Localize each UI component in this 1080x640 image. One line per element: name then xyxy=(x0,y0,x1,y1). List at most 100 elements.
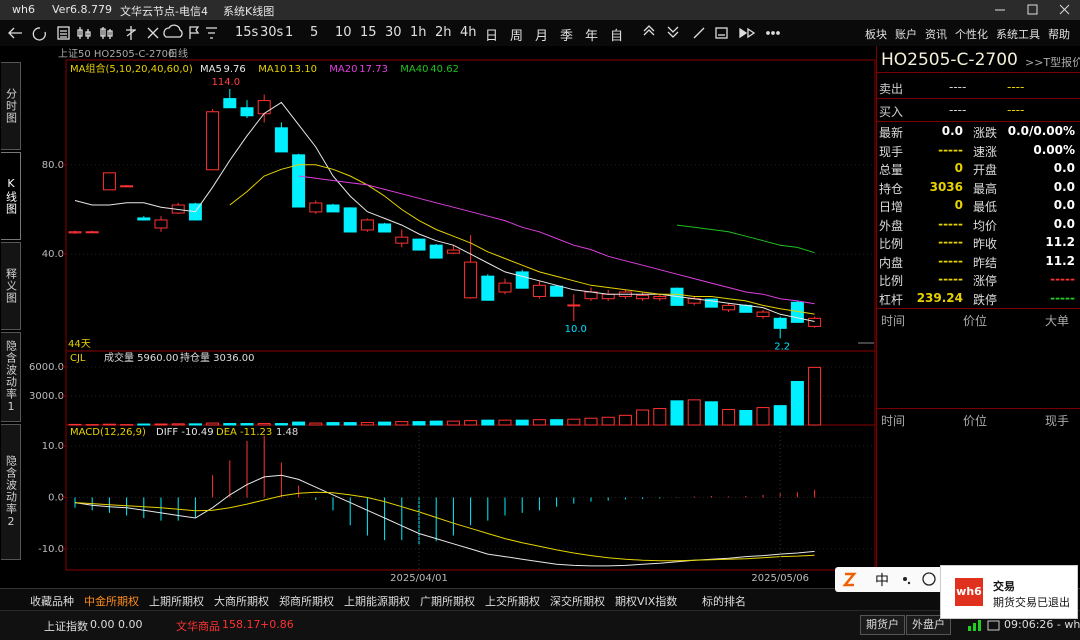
candle-body xyxy=(309,202,323,213)
period-button[interactable]: 4h xyxy=(460,25,477,40)
period-button[interactable]: 15s xyxy=(235,25,259,40)
period-button[interactable]: 季 xyxy=(560,29,574,44)
index-change: 0.00 xyxy=(118,618,143,631)
quote-label: 开盘 xyxy=(973,163,998,177)
period-button[interactable]: 30s xyxy=(260,25,284,40)
divider xyxy=(877,308,1080,309)
side-tab[interactable]: 分时图 xyxy=(1,62,21,150)
window-controls[interactable] xyxy=(980,0,1080,20)
clock: 09:06:26 - wh xyxy=(1004,618,1080,631)
exchange-tab[interactable]: 标的排名 xyxy=(702,595,746,608)
ma-legend-value: 9.76 xyxy=(224,64,246,75)
period-button[interactable]: 月 xyxy=(535,29,549,44)
volume-bar xyxy=(137,423,151,426)
ma-legend-value: 40.62 xyxy=(430,64,459,75)
period-button[interactable]: 15 xyxy=(360,25,377,40)
quote-panel: HO2505-C-2700 >>T型报价 卖出 ---- ---- 买入 ---… xyxy=(876,46,1080,588)
side-tab[interactable]: K线图 xyxy=(1,152,21,240)
side-tab[interactable]: 隐含波动率2 xyxy=(1,424,21,560)
candle-body xyxy=(395,236,409,244)
quote-value: 0.0/0.00% xyxy=(1007,124,1075,138)
volume-bar xyxy=(154,423,168,426)
volume-bar xyxy=(515,419,529,426)
exchange-tab[interactable]: 收藏品种 xyxy=(30,595,74,608)
volume-bar xyxy=(567,418,581,426)
volume-bar xyxy=(687,399,701,426)
volume-bar xyxy=(550,419,564,426)
ma-legend-value: 13.10 xyxy=(288,64,317,75)
menu-item[interactable]: 系统工具 xyxy=(996,28,1040,41)
ime-icons xyxy=(842,572,936,587)
quote-label: 内盘 xyxy=(879,255,904,270)
exchange-tab[interactable]: 中金所期权 xyxy=(84,595,139,608)
volume-text: 成交量 5960.00 xyxy=(104,351,179,364)
side-tab[interactable]: 释义图 xyxy=(1,242,21,330)
diff-text: DIFF -10.49 xyxy=(156,427,214,438)
menu-item[interactable]: 账户 xyxy=(895,28,917,41)
exchange-tab[interactable]: 深交所期权 xyxy=(550,595,605,608)
ime-toolbar[interactable]: 中 xyxy=(835,567,943,592)
period-button[interactable]: 2h xyxy=(435,25,452,40)
period-button[interactable]: 30 xyxy=(385,25,402,40)
period-button[interactable]: 年 xyxy=(585,29,599,44)
y-tick-label: 0.0 xyxy=(48,492,64,503)
period-button[interactable]: 周 xyxy=(510,29,524,44)
volume-bar xyxy=(446,420,460,426)
period-button[interactable]: 1h xyxy=(410,25,427,40)
volume-bar xyxy=(790,380,804,426)
quote-label: 杠杆 xyxy=(879,292,904,307)
period-button[interactable]: 1 xyxy=(285,25,294,40)
quote-value: ----- xyxy=(938,253,963,268)
ma-line xyxy=(298,175,815,305)
low-label: 2.2 xyxy=(774,341,790,352)
quote-value: ----- xyxy=(938,235,963,249)
quote-value: 0.00% xyxy=(1033,142,1075,157)
ma-line xyxy=(229,164,815,315)
exchange-tab[interactable]: 上期能源期权 xyxy=(344,595,410,608)
exchange-tab[interactable]: 广期所期权 xyxy=(420,595,475,608)
exchange-tab[interactable]: 郑商所期权 xyxy=(279,595,334,608)
notification[interactable]: wh6 交易 期货交易已退出 xyxy=(940,565,1078,619)
ma-line xyxy=(74,101,815,322)
candle-body xyxy=(498,282,512,293)
quote-value: ----- xyxy=(938,272,963,286)
candle-body xyxy=(154,219,168,229)
ma-legend-name: MA5 xyxy=(200,64,222,75)
list-header: 现手 xyxy=(1045,414,1070,428)
quote-value: ----- xyxy=(938,142,963,157)
menu-item[interactable]: 板块 xyxy=(865,28,887,41)
toast-title: 交易 xyxy=(993,580,1015,593)
toolbar-icons[interactable] xyxy=(0,20,232,46)
exchange-tab[interactable]: 上交所期权 xyxy=(485,595,540,608)
period-button[interactable]: 日 xyxy=(485,29,499,44)
quote-label: 昨收 xyxy=(973,237,998,251)
menu-item[interactable]: 资讯 xyxy=(925,28,947,41)
oi-text: 持仓量 3036.00 xyxy=(180,351,255,364)
exchange-tab[interactable]: 期权VIX指数 xyxy=(615,595,678,608)
exchange-tab[interactable]: 大商所期权 xyxy=(214,595,269,608)
account-button[interactable]: 期货户 xyxy=(860,615,905,635)
chart: 上证50 HO2505-C-2700 日线 MA组合(5,10,20,40,60… xyxy=(29,47,876,584)
side-tabs: 分时图 K线图 释义图 隐含波动率1 隐含波动率2 xyxy=(0,46,22,588)
period-button[interactable]: 10 xyxy=(335,25,352,40)
volume-bar xyxy=(223,423,237,426)
account-button[interactable]: 外盘户 xyxy=(906,615,951,635)
toolbar-tools[interactable] xyxy=(640,20,790,46)
candle-body xyxy=(704,298,718,308)
list-header: 时间 xyxy=(881,414,906,428)
period-button[interactable]: 自 xyxy=(610,29,624,44)
volume-bar xyxy=(464,420,478,426)
side-tab[interactable]: 隐含波动率1 xyxy=(1,332,21,422)
menu-item[interactable]: 个性化 xyxy=(955,28,988,41)
quote-value: 239.24 xyxy=(916,290,963,305)
menu-item[interactable]: 帮助 xyxy=(1048,28,1070,41)
quote-value: 3036 xyxy=(929,179,963,194)
volume-bar xyxy=(292,421,306,426)
t-quote-link[interactable]: >>T型报价 xyxy=(1025,56,1080,69)
quote-label: 外盘 xyxy=(879,218,904,233)
quote-label: 速涨 xyxy=(973,144,998,159)
y-tick-label: 10.0 xyxy=(42,441,64,452)
exchange-tab[interactable]: 上期所期权 xyxy=(149,595,204,608)
bid-price: ---- xyxy=(949,103,967,117)
period-button[interactable]: 5 xyxy=(310,25,319,40)
